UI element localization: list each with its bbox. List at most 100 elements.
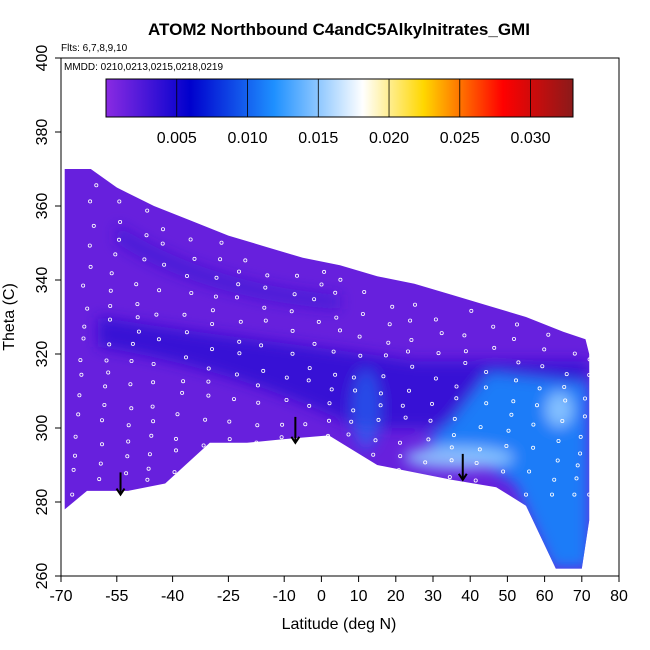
track-point	[524, 492, 529, 497]
track-point	[173, 436, 178, 441]
track-point	[126, 423, 131, 428]
track-point	[88, 199, 93, 204]
track-point	[82, 324, 87, 329]
track-point	[261, 368, 266, 373]
track-point	[462, 333, 467, 338]
track-point	[563, 398, 568, 403]
track-point	[73, 453, 78, 458]
track-point	[98, 461, 103, 466]
flight-tracks	[70, 183, 615, 497]
flights-label: Flts: 6,7,8,9,10	[61, 43, 128, 54]
track-point	[292, 292, 297, 297]
colorbar-tick-label: 0.005	[157, 130, 197, 147]
track-point	[333, 290, 338, 295]
track-point	[107, 342, 112, 347]
track-point	[491, 324, 496, 329]
track-point	[203, 417, 208, 422]
track-point	[76, 412, 81, 417]
track-point	[129, 358, 134, 363]
track-point	[506, 428, 511, 433]
track-point	[474, 460, 479, 465]
track-point	[397, 440, 402, 445]
track-point	[170, 492, 175, 497]
track-point	[78, 358, 83, 363]
track-point	[511, 399, 516, 404]
track-point	[145, 208, 150, 213]
x-tick-label: -40	[161, 588, 184, 605]
track-point	[535, 403, 540, 408]
track-point	[151, 419, 156, 424]
track-point	[94, 183, 99, 188]
track-point	[118, 219, 123, 224]
track-point	[471, 492, 476, 497]
track-point	[206, 379, 211, 384]
track-point	[326, 418, 331, 423]
plot-frame	[60, 57, 620, 577]
track-point	[596, 436, 601, 441]
x-axis: -70 -55 -40 -25 -10 0 10 20 30 40 50 60 70 80	[49, 576, 628, 605]
track-point	[144, 492, 149, 497]
mid-troposphere-band	[98, 317, 590, 428]
track-point	[378, 403, 383, 408]
x-tick-label: 70	[573, 588, 591, 605]
track-point	[429, 401, 434, 406]
track-point	[564, 372, 569, 377]
track-point	[279, 435, 284, 440]
track-point	[196, 492, 201, 497]
track-point	[102, 402, 107, 407]
track-point	[325, 433, 330, 438]
track-point	[445, 492, 450, 497]
track-point	[572, 492, 577, 497]
colorbar-tick-label: 0.020	[369, 130, 409, 147]
track-point	[575, 463, 580, 468]
track-point	[371, 452, 376, 457]
track-point	[181, 379, 186, 384]
track-point	[251, 458, 256, 463]
y-axis: 260 280 300 320 340 360 380 400	[34, 45, 61, 589]
track-point	[238, 319, 243, 324]
track-point	[237, 339, 242, 344]
track-point	[362, 289, 367, 294]
track-point	[323, 453, 328, 458]
track-point	[555, 458, 560, 463]
track-point	[307, 403, 312, 408]
track-point	[198, 459, 203, 464]
track-point	[297, 492, 302, 497]
track-point	[426, 437, 431, 442]
track-point	[469, 308, 474, 313]
x-axis-label: Latitude (deg N)	[282, 616, 397, 633]
arrow-head	[290, 436, 301, 445]
track-point	[552, 477, 557, 482]
track-point	[113, 252, 118, 257]
track-point	[501, 469, 506, 474]
y-tick-label: 380	[34, 119, 51, 146]
track-point	[188, 237, 193, 242]
track-point	[180, 390, 185, 395]
y-tick-label: 320	[34, 341, 51, 368]
track-point	[151, 361, 156, 366]
track-point	[214, 275, 219, 280]
track-point	[192, 256, 197, 261]
track-point	[265, 273, 270, 278]
track-point	[484, 369, 489, 374]
track-point	[91, 223, 96, 228]
track-point	[572, 351, 577, 356]
y-tick-label: 300	[34, 415, 51, 442]
track-point	[420, 480, 425, 485]
track-point	[546, 332, 551, 337]
track-point	[106, 370, 111, 375]
track-point	[162, 262, 167, 267]
track-point	[358, 353, 363, 358]
track-point	[603, 399, 608, 404]
track-point	[451, 433, 456, 438]
y-tick-label: 360	[34, 193, 51, 220]
track-point	[593, 458, 598, 463]
track-point	[343, 468, 348, 473]
track-point	[322, 269, 327, 274]
track-point	[210, 321, 215, 326]
track-point	[227, 419, 232, 424]
track-point	[299, 472, 304, 477]
track-point	[129, 406, 134, 411]
track-point	[210, 308, 215, 313]
